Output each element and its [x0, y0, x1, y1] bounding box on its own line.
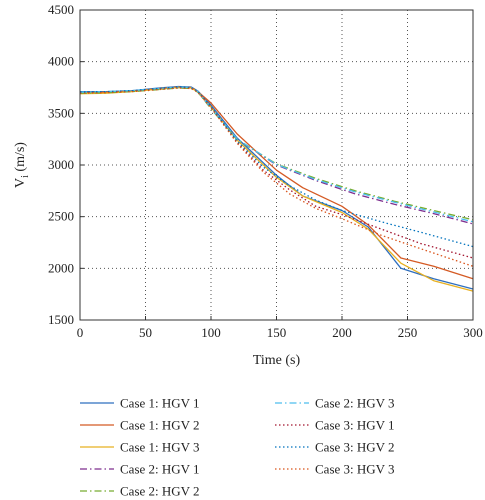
x-tick-label: 250 [398, 325, 418, 340]
y-tick-label: 4000 [48, 54, 74, 69]
x-tick-label: 50 [139, 325, 152, 340]
y-tick-label: 1500 [48, 312, 74, 327]
legend-label-8: Case 3: HGV 2 [315, 440, 395, 455]
legend-label-4: Case 2: HGV 1 [120, 462, 200, 477]
y-axis-label-unit: (m/s) [13, 142, 28, 175]
x-tick-label: 100 [201, 325, 221, 340]
legend-label-2: Case 1: HGV 2 [120, 418, 200, 433]
x-tick-label: 200 [332, 325, 352, 340]
legend-label-7: Case 3: HGV 1 [315, 418, 395, 433]
y-axis-label: Vi (m/s) [13, 142, 31, 188]
series-line-8 [79, 86, 474, 248]
y-axis-label-subscript: i [20, 175, 31, 178]
x-tick-label: 300 [463, 325, 483, 340]
y-axis-label-main: V [13, 178, 28, 188]
series-line-5 [79, 87, 474, 221]
y-tick-label: 3500 [48, 105, 74, 120]
legend: Case 1: HGV 1 Case 1: HGV 2 Case 1: HGV 3 C… [80, 396, 395, 499]
y-tick-label: 2500 [48, 209, 74, 224]
y-tick-label: 3000 [48, 157, 74, 172]
legend-label-1: Case 1: HGV 1 [120, 396, 200, 411]
y-tick-label: 4500 [48, 2, 74, 17]
x-tick-label: 150 [267, 325, 287, 340]
x-axis-label: Time (s) [253, 353, 301, 368]
series-line-9 [79, 87, 474, 267]
y-tick-label: 2000 [48, 260, 74, 275]
legend-label-5: Case 2: HGV 2 [120, 484, 200, 499]
legend-label-3: Case 1: HGV 3 [120, 440, 200, 455]
x-tick-label: 0 [77, 325, 84, 340]
series-line-4 [79, 86, 474, 225]
legend-label-9: Case 3: HGV 3 [315, 462, 395, 477]
axis-ticks: 0 50 100 150 200 250 300 1500 2000 2500 3000 3500 40… [48, 2, 483, 340]
series-lines [79, 85, 474, 292]
legend-label-6: Case 2: HGV 3 [315, 396, 395, 411]
